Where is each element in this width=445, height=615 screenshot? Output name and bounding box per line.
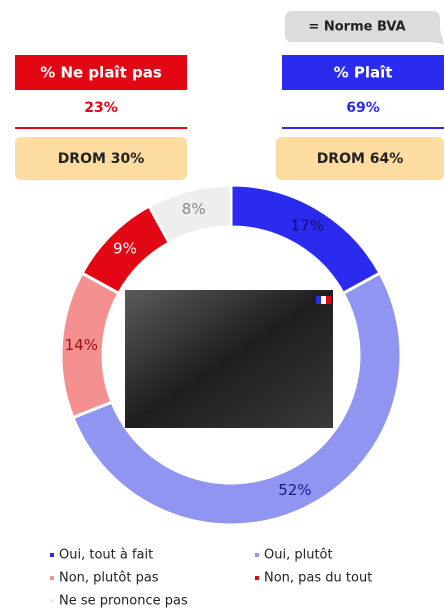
right-title: % Plaît [334, 64, 393, 82]
legend-label: Ne se prononce pas [59, 594, 188, 609]
flag [321, 296, 326, 304]
donut-segment [147, 183, 233, 245]
norm-bubble [285, 11, 444, 44]
left-header [15, 55, 187, 90]
data-label: 14% [65, 336, 98, 354]
legend-swatch [50, 599, 54, 603]
right-header [282, 55, 444, 90]
legend-swatch [50, 553, 54, 557]
data-label: 17% [291, 216, 324, 234]
left-drom: DROM 30% [58, 151, 145, 167]
flag [326, 296, 331, 304]
right-value: 69% [346, 100, 380, 116]
donut-segment [70, 271, 403, 527]
data-label: 9% [113, 239, 137, 257]
norm-label: = Norme BVA [308, 20, 405, 35]
right-drom-box [276, 137, 444, 180]
legend-label: Non, plutôt pas [59, 571, 159, 586]
video-thumbnail [125, 290, 333, 428]
left-drom-box [15, 137, 187, 180]
legend-swatch [50, 576, 54, 580]
legend-swatch [255, 553, 259, 557]
right-drom: DROM 64% [317, 151, 404, 167]
legend-label: Non, pas du tout [264, 571, 372, 586]
left-value: 23% [84, 100, 118, 116]
data-label: 52% [278, 481, 311, 499]
legend-label: Oui, tout à fait [59, 548, 153, 563]
donut-segment [229, 183, 383, 296]
left-title: % Ne plaît pas [40, 64, 162, 82]
legend-swatch [255, 576, 259, 580]
flag [316, 296, 321, 304]
legend-label: Oui, plutôt [264, 548, 333, 563]
data-label: 8% [182, 200, 206, 218]
